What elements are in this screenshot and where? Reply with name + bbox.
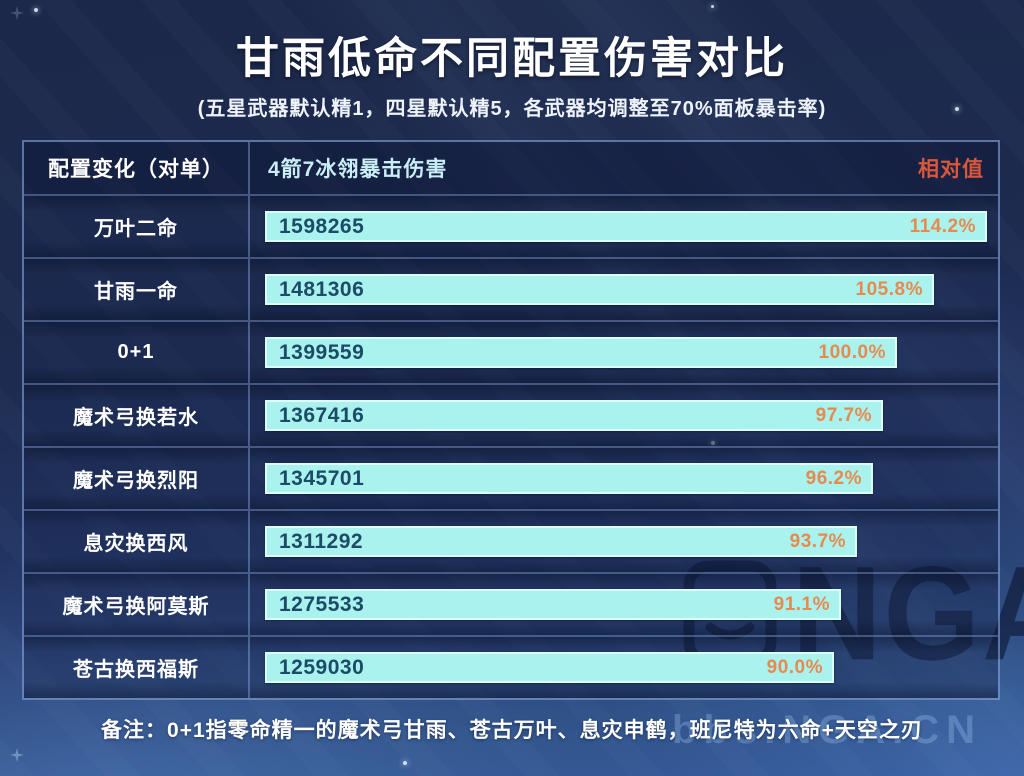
table-row: 魔术弓换阿莫斯 1275533 91.1% (24, 572, 998, 635)
table-row: 息灾换西风 1311292 93.7% (24, 509, 998, 572)
footnote: 备注：0+1指零命精一的魔术弓甘雨、苍古万叶、息灾申鹤，班尼特为六命+天空之刃 (101, 719, 923, 742)
bar-value: 1367416 (279, 403, 365, 427)
damage-bar: 1598265 114.2% (265, 211, 987, 242)
bar-value: 1311292 (279, 529, 364, 553)
bar-value: 1481306 (279, 277, 365, 301)
damage-bar: 1345701 96.2% (265, 463, 873, 494)
bar-value: 1275533 (279, 592, 365, 616)
header-config-column: 配置变化（对单） (24, 142, 250, 194)
comparison-table: 配置变化（对单） 4箭7冰翎暴击伤害 相对值 万叶二命 1598265 114.… (22, 140, 1000, 700)
bar-value: 1345701 (279, 466, 365, 490)
table-row: 万叶二命 1598265 114.2% (24, 194, 998, 257)
star-ornament-icon (10, 6, 24, 20)
damage-bar: 1259030 90.0% (265, 652, 834, 683)
bar-percent: 105.8% (855, 278, 923, 300)
bar-value: 1598265 (279, 214, 365, 238)
bar-percent: 90.0% (766, 656, 823, 678)
bar-percent: 100.0% (818, 341, 886, 363)
page-subtitle: (五星武器默认精1，四星默认精5，各武器均调整至70%面板暴击率) (197, 98, 827, 120)
table-header: 配置变化（对单） 4箭7冰翎暴击伤害 相对值 (24, 142, 998, 194)
bar-percent: 91.1% (773, 593, 830, 615)
damage-bar: 1399559 100.0% (265, 337, 897, 368)
row-label: 魔术弓换阿莫斯 (24, 574, 250, 635)
row-label: 魔术弓换若水 (24, 385, 250, 446)
sparkle (403, 761, 407, 765)
damage-bar: 1275533 91.1% (265, 589, 841, 620)
sparkle (955, 107, 959, 111)
nga-site-watermark: bbs.NGA.CN (672, 708, 982, 752)
bar-value: 1259030 (279, 655, 365, 679)
table-row: 魔术弓换若水 1367416 97.7% (24, 383, 998, 446)
bar-percent: 97.7% (815, 404, 872, 426)
row-label: 魔术弓换烈阳 (24, 448, 250, 509)
sparkle (34, 8, 38, 12)
damage-bar: 1311292 93.7% (265, 526, 857, 557)
bar-value: 1399559 (279, 340, 365, 364)
header-relative-column: 相对值 (918, 158, 984, 181)
bar-percent: 96.2% (805, 467, 862, 489)
damage-bar: 1367416 97.7% (265, 400, 883, 431)
page-title: 甘雨低命不同配置伤害对比 (236, 35, 788, 83)
row-label: 息灾换西风 (24, 511, 250, 572)
table-body: 万叶二命 1598265 114.2% 甘雨一命 1481306 105.8% … (24, 194, 998, 698)
row-label: 万叶二命 (24, 196, 250, 257)
damage-bar: 1481306 105.8% (265, 274, 934, 305)
star-ornament-icon (10, 748, 24, 762)
row-label: 甘雨一命 (24, 259, 250, 320)
sparkle (711, 5, 714, 8)
table-row: 甘雨一命 1481306 105.8% (24, 257, 998, 320)
table-row: 0+1 1399559 100.0% (24, 320, 998, 383)
bar-percent: 114.2% (909, 215, 976, 237)
header-damage-column: 4箭7冰翎暴击伤害 (268, 158, 448, 181)
row-label: 0+1 (24, 322, 250, 383)
table-row: 苍古换西福斯 1259030 90.0% (24, 635, 998, 698)
row-label: 苍古换西福斯 (24, 637, 250, 698)
table-row: 魔术弓换烈阳 1345701 96.2% (24, 446, 998, 509)
bar-percent: 93.7% (789, 530, 846, 552)
